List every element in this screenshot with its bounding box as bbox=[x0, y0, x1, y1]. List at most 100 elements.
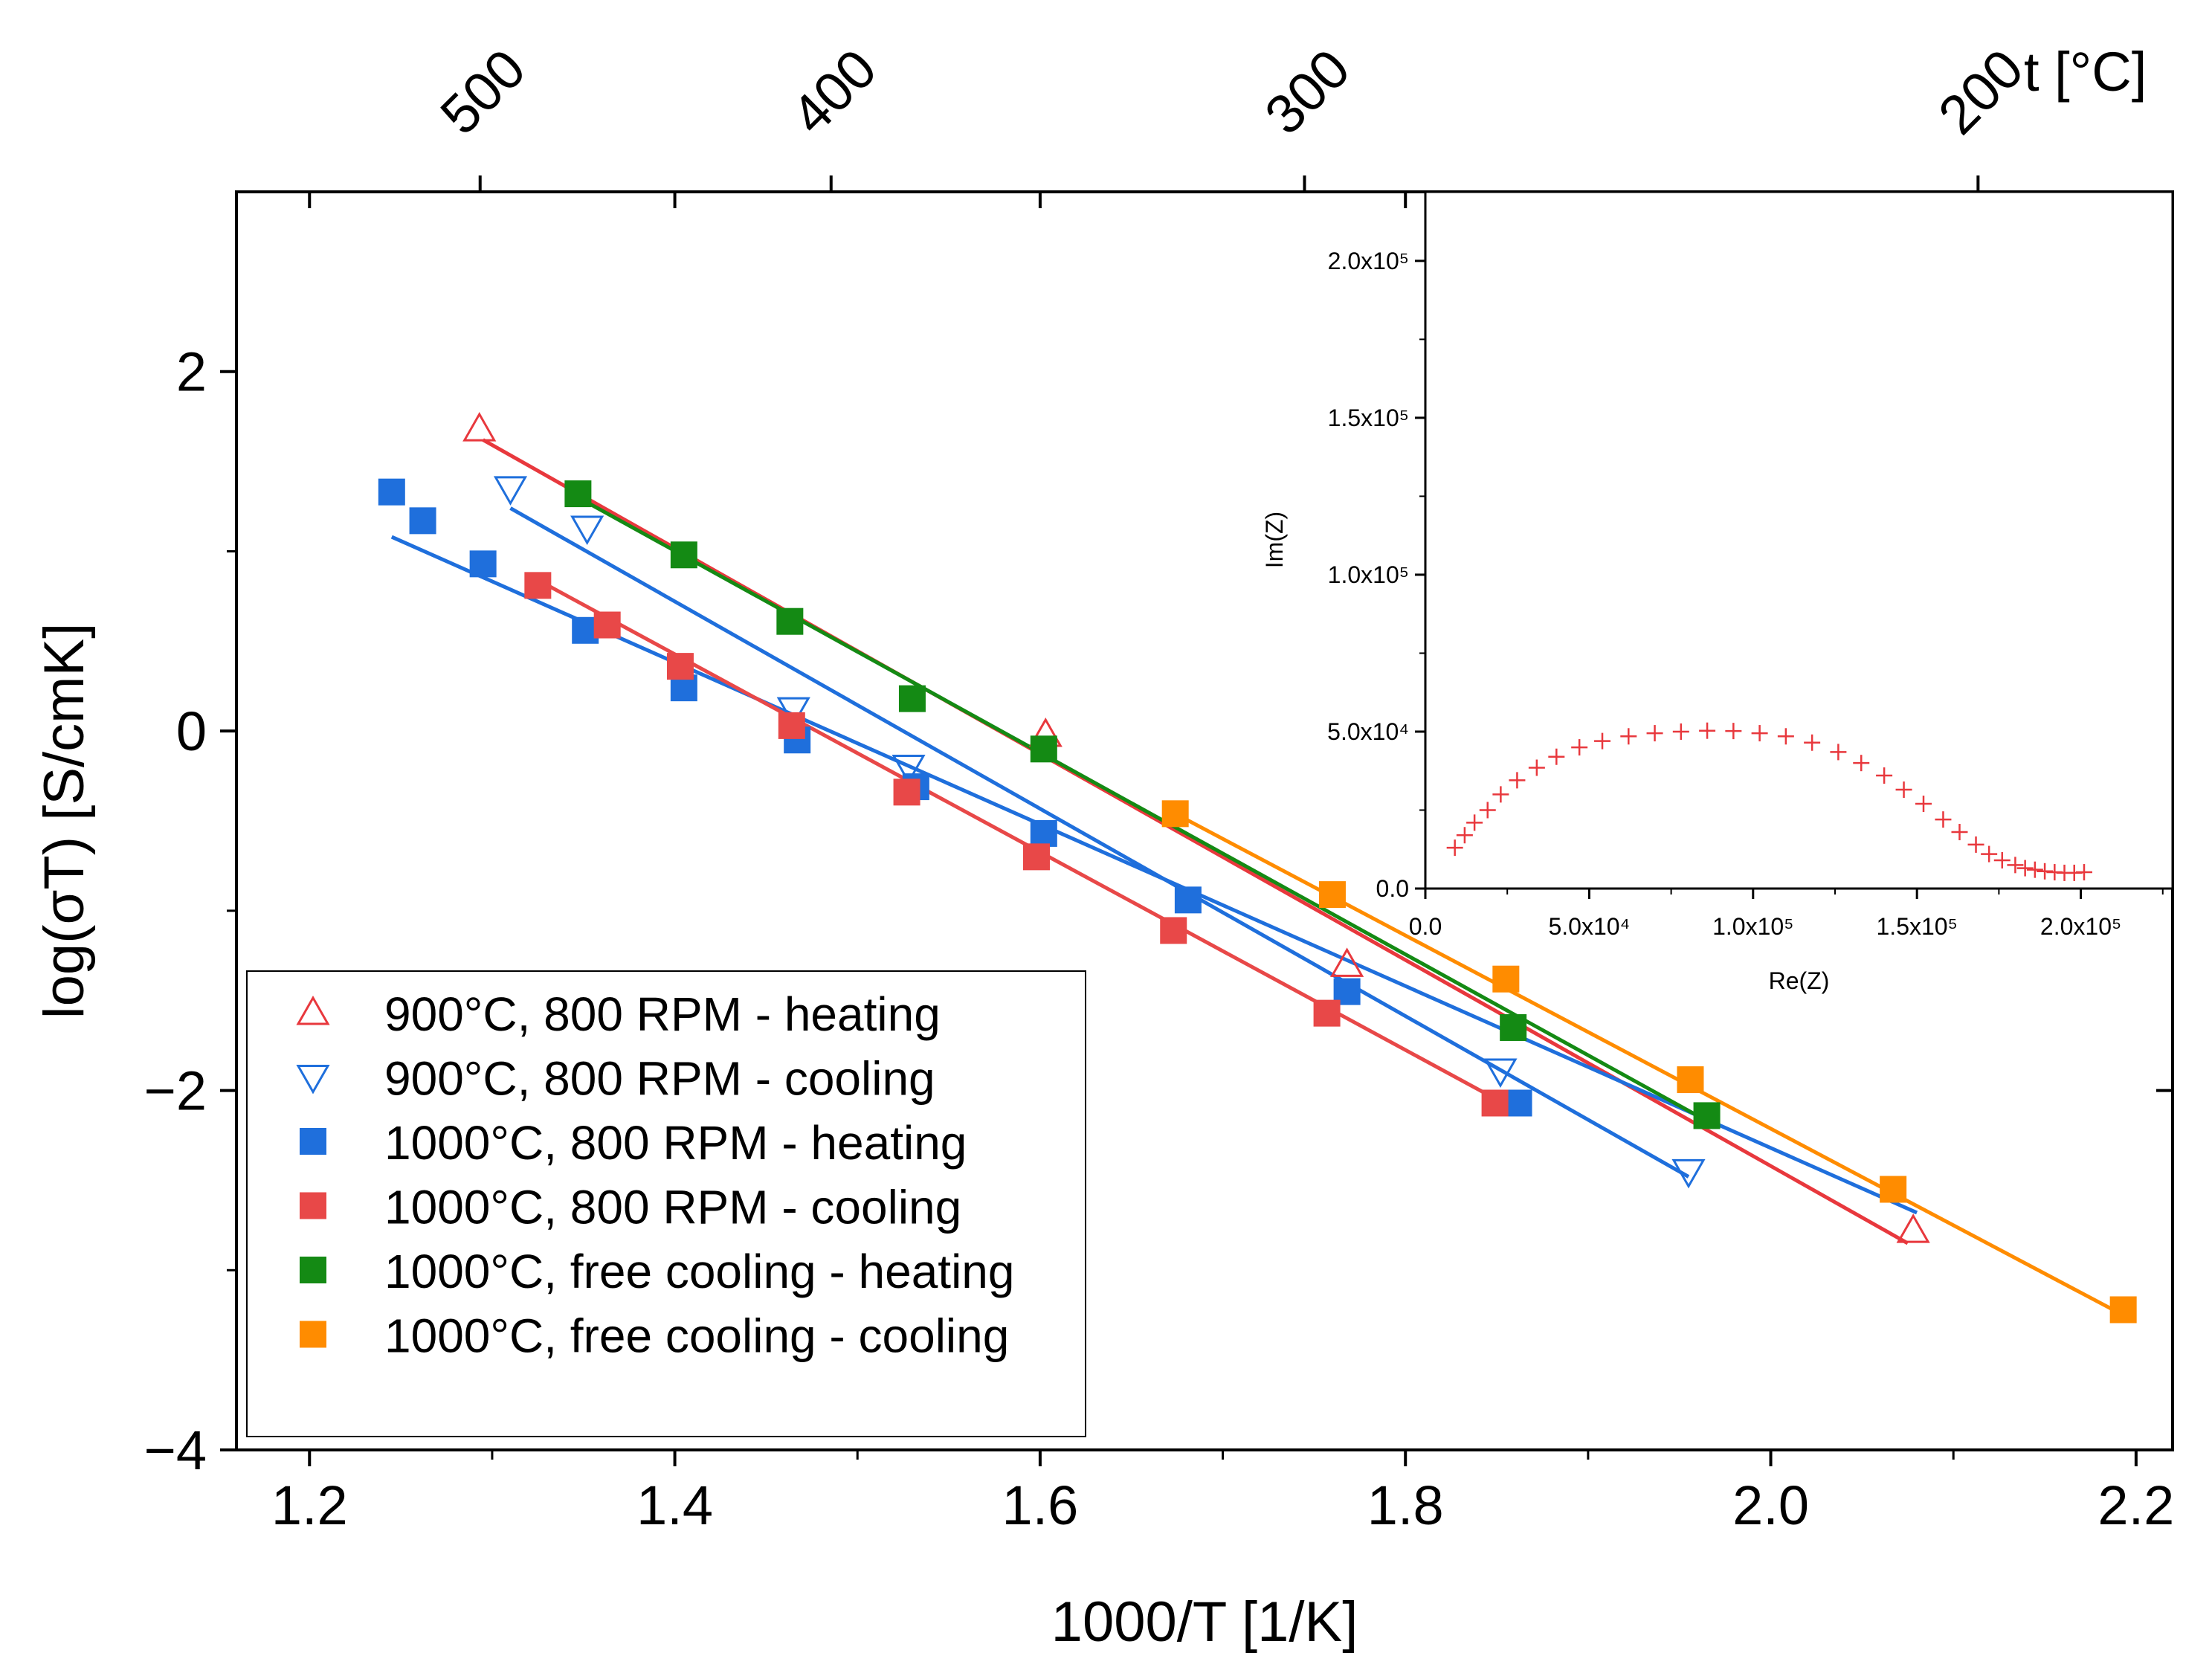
inset-data-point bbox=[1466, 814, 1483, 831]
data-point-square bbox=[469, 550, 497, 578]
inset-data-point bbox=[2007, 857, 2024, 874]
data-point-square bbox=[1693, 1102, 1721, 1129]
inset-y-tick-label: 0.0 bbox=[1376, 875, 1409, 902]
inset-data-point bbox=[1993, 852, 2011, 869]
data-point-square bbox=[1481, 1089, 1509, 1117]
data-point-square bbox=[524, 572, 552, 599]
data-point-square bbox=[776, 607, 804, 635]
inset-data-point bbox=[1777, 728, 1794, 745]
inset-data-point bbox=[1594, 732, 1611, 750]
series-points-5 bbox=[1161, 800, 2137, 1324]
data-point-square bbox=[564, 480, 592, 508]
data-point-square bbox=[1492, 965, 1520, 993]
inset-y-tick-label: 1.5x10⁵ bbox=[1328, 404, 1409, 431]
data-point-square bbox=[2109, 1296, 2137, 1324]
series-0 bbox=[482, 438, 1909, 1245]
inset-data-point bbox=[2075, 864, 2092, 881]
x-tick-label: 1.2 bbox=[271, 1474, 348, 1536]
legend: 900°C, 800 RPM - heating 900°C, 800 RPM -… bbox=[246, 970, 1086, 1437]
inset-data-point bbox=[1725, 723, 1742, 740]
inset-data-point bbox=[1951, 824, 1968, 841]
inset-x-tick-label: 0.0 bbox=[1409, 913, 1442, 940]
inset-data-point bbox=[1528, 759, 1545, 776]
inset-data-point bbox=[1646, 725, 1663, 742]
inset-x-tick-label: 1.5x10⁵ bbox=[1877, 913, 1958, 940]
data-point-square bbox=[1677, 1066, 1704, 1094]
y-tick-label: 2 bbox=[176, 341, 207, 403]
inset-data-point bbox=[1446, 839, 1463, 857]
inset-data-point bbox=[1981, 845, 1998, 863]
data-point-square bbox=[1174, 886, 1202, 914]
inset-data-point bbox=[1620, 728, 1637, 745]
x-axis-title: 1000/T [1/K] bbox=[1051, 1590, 1358, 1654]
inset-x-tick-label: 5.0x10⁴ bbox=[1548, 913, 1630, 940]
series-points-3 bbox=[524, 572, 1509, 1117]
series-points-4 bbox=[564, 480, 1721, 1129]
series-points-1 bbox=[493, 476, 1706, 1189]
inset-data-point bbox=[1548, 748, 1565, 765]
inset-data-point bbox=[1935, 811, 1952, 828]
inset-data-point bbox=[1804, 734, 1821, 751]
y-tick-label: 0 bbox=[176, 700, 207, 762]
x-tick-label: 2.0 bbox=[1732, 1474, 1809, 1536]
data-point-triangle-down bbox=[296, 1065, 330, 1095]
inset-x-axis-title: Re(Z) bbox=[1769, 967, 1830, 994]
inset-frame bbox=[1424, 190, 2174, 890]
series-2 bbox=[390, 535, 1918, 1215]
x-tick-label: 1.4 bbox=[636, 1474, 713, 1536]
data-point-square bbox=[893, 779, 920, 806]
fit-line bbox=[482, 438, 1909, 1245]
data-point-square bbox=[593, 611, 621, 639]
legend-box bbox=[246, 970, 1086, 1437]
data-point-square bbox=[1022, 843, 1050, 871]
data-point-triangle-up bbox=[296, 995, 330, 1025]
top-tick-label: 300 bbox=[1253, 37, 1361, 146]
inset-data-point bbox=[1967, 836, 1984, 853]
inset-data-point bbox=[1492, 786, 1509, 803]
inset-data-point bbox=[1853, 755, 1870, 772]
inset-data-point bbox=[1456, 827, 1473, 844]
data-point-triangle-down bbox=[493, 476, 528, 506]
data-point-square bbox=[1500, 1013, 1527, 1041]
inset-data-point bbox=[1751, 725, 1768, 742]
data-point-square bbox=[378, 478, 405, 506]
inset-x-tick-label: 1.0x10⁵ bbox=[1712, 913, 1793, 940]
legend-label: 900°C, 800 RPM - heating bbox=[384, 987, 941, 1041]
inset-data-point bbox=[1895, 781, 1912, 799]
inset-data-point bbox=[1479, 802, 1496, 819]
inset-x-tick-label: 2.0x10⁵ bbox=[2040, 913, 2121, 940]
data-point-triangle-up bbox=[462, 412, 497, 442]
data-point-triangle-down bbox=[1483, 1058, 1518, 1089]
inset-data-point bbox=[2016, 860, 2034, 877]
data-point-square bbox=[409, 507, 436, 535]
legend-label: 1000°C, free cooling - heating bbox=[384, 1245, 1014, 1298]
data-point-square bbox=[666, 653, 694, 680]
data-point-triangle-up bbox=[1330, 947, 1364, 977]
legend-label: 1000°C, 800 RPM - heating bbox=[384, 1116, 967, 1170]
top-tick-label: 400 bbox=[779, 37, 888, 146]
inset-data-point bbox=[1571, 739, 1588, 756]
data-point-square bbox=[1318, 881, 1346, 909]
data-point-triangle-down bbox=[1671, 1158, 1706, 1189]
legend-label: 1000°C, free cooling - cooling bbox=[384, 1309, 1009, 1363]
data-point-triangle-up bbox=[1896, 1213, 1930, 1243]
fit-line bbox=[390, 535, 1918, 1215]
legend-label: 900°C, 800 RPM - cooling bbox=[384, 1052, 935, 1106]
inset-data-point bbox=[1830, 744, 1847, 761]
inset-data-point bbox=[1699, 722, 1716, 739]
data-point-square bbox=[670, 541, 697, 569]
inset-data-point bbox=[1915, 796, 1932, 813]
inset-plot: 0.0 5.0x10⁴ 1.0x10⁵ 1.5x10⁵ 2.0x10⁵ 0.0 5.0x10… bbox=[1261, 190, 2174, 994]
data-point-square bbox=[300, 1321, 326, 1348]
inset-data-point bbox=[2026, 861, 2043, 878]
top-tick-label: 500 bbox=[428, 37, 537, 146]
top-tick-label: 200 bbox=[1926, 37, 2035, 146]
x-tick-label: 2.2 bbox=[2097, 1474, 2174, 1536]
inset-y-tick-label: 2.0x10⁵ bbox=[1328, 248, 1409, 274]
inset-data-point bbox=[2037, 863, 2054, 880]
inset-y-axis-title: Im(Z) bbox=[1261, 512, 1288, 568]
data-point-square bbox=[300, 1128, 326, 1155]
inset-y-tick-label: 1.0x10⁵ bbox=[1328, 561, 1409, 588]
inset-data-point bbox=[1876, 767, 1893, 784]
